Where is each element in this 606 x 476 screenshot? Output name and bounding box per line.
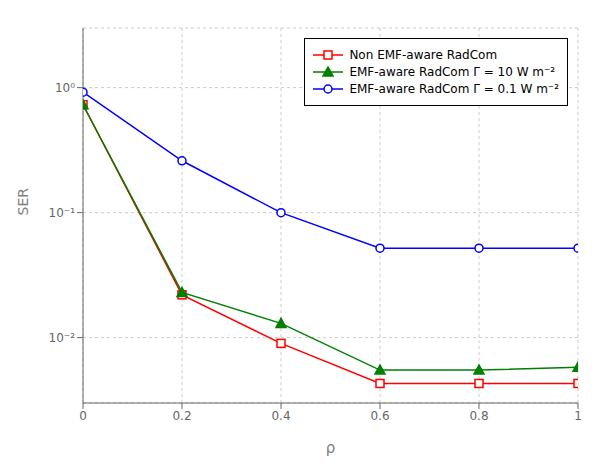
svg-text:0.8: 0.8: [469, 409, 488, 423]
svg-text:SER: SER: [15, 188, 31, 216]
html-text:EMF-aware RadCom Γ = 0.1 W m⁻²: EMF-aware RadCom Γ = 0.1 W m⁻²: [349, 82, 559, 96]
svg-text:0.4: 0.4: [271, 409, 290, 423]
html-text:Non EMF-aware RadCom: Non EMF-aware RadCom: [349, 48, 498, 62]
svg-text:10⁻¹: 10⁻¹: [49, 206, 76, 220]
svg-text:0.2: 0.2: [172, 409, 191, 423]
svg-text:0: 0: [79, 409, 87, 423]
html-text:EMF-aware RadCom Γ = 10 W m⁻²: EMF-aware RadCom Γ = 10 W m⁻²: [349, 65, 556, 79]
svg-text:ρ: ρ: [326, 439, 336, 457]
svg-text:1: 1: [574, 409, 582, 423]
svg-text:0.6: 0.6: [370, 409, 389, 423]
svg-text:10⁰: 10⁰: [55, 81, 75, 95]
svg-text:10⁻²: 10⁻²: [49, 331, 76, 345]
